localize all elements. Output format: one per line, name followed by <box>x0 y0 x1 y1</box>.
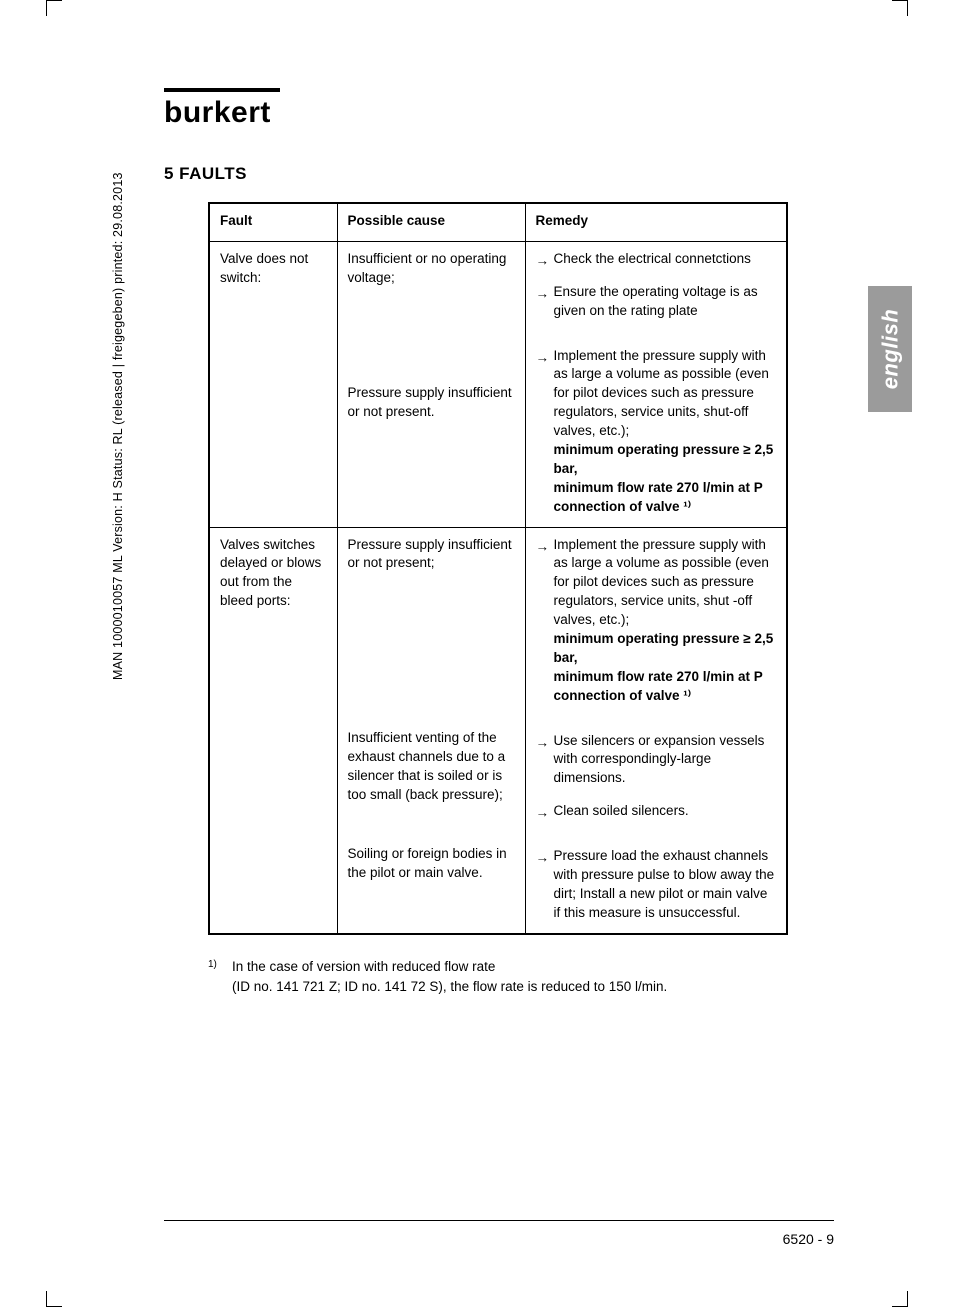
table-row: Valves switches delayed or blows out fro… <box>209 527 787 934</box>
document-meta-sidebar: MAN 1000010057 ML Version: H Status: RL … <box>111 172 125 680</box>
fault-cell: Valve does not switch: <box>209 241 337 527</box>
fault-cell: Valves switches delayed or blows out fro… <box>209 527 337 934</box>
footnote-marker: 1) <box>208 957 217 972</box>
arrow-icon: → <box>536 804 550 823</box>
remedy-cell: →Implement the pressure supply with as l… <box>525 527 787 934</box>
arrow-icon: → <box>536 285 550 304</box>
remedy-cell: →Check the electrical connetctions →Ensu… <box>525 241 787 527</box>
col-header-remedy: Remedy <box>525 203 787 241</box>
faults-table: Fault Possible cause Remedy Valve does n… <box>208 202 788 935</box>
cause-cell: Pressure supply insufficient or not pres… <box>337 527 525 934</box>
arrow-icon: → <box>536 734 550 753</box>
page-number: 6520 - 9 <box>783 1231 834 1247</box>
col-header-cause: Possible cause <box>337 203 525 241</box>
table-row: Valve does not switch: Insufficient or n… <box>209 241 787 527</box>
arrow-icon: → <box>536 349 550 368</box>
arrow-icon: → <box>536 849 550 868</box>
arrow-icon: → <box>536 538 550 557</box>
brand-logo: burkert <box>164 90 271 130</box>
page-footer: 6520 - 9 <box>164 1220 834 1247</box>
col-header-fault: Fault <box>209 203 337 241</box>
cause-cell: Insufficient or no operating voltage; Pr… <box>337 241 525 527</box>
language-tab: english <box>868 286 912 412</box>
language-tab-label: english <box>877 309 903 390</box>
section-heading: 5 FAULTS <box>164 164 834 184</box>
footnote: 1) In the case of version with reduced f… <box>208 957 834 998</box>
arrow-icon: → <box>536 252 550 271</box>
